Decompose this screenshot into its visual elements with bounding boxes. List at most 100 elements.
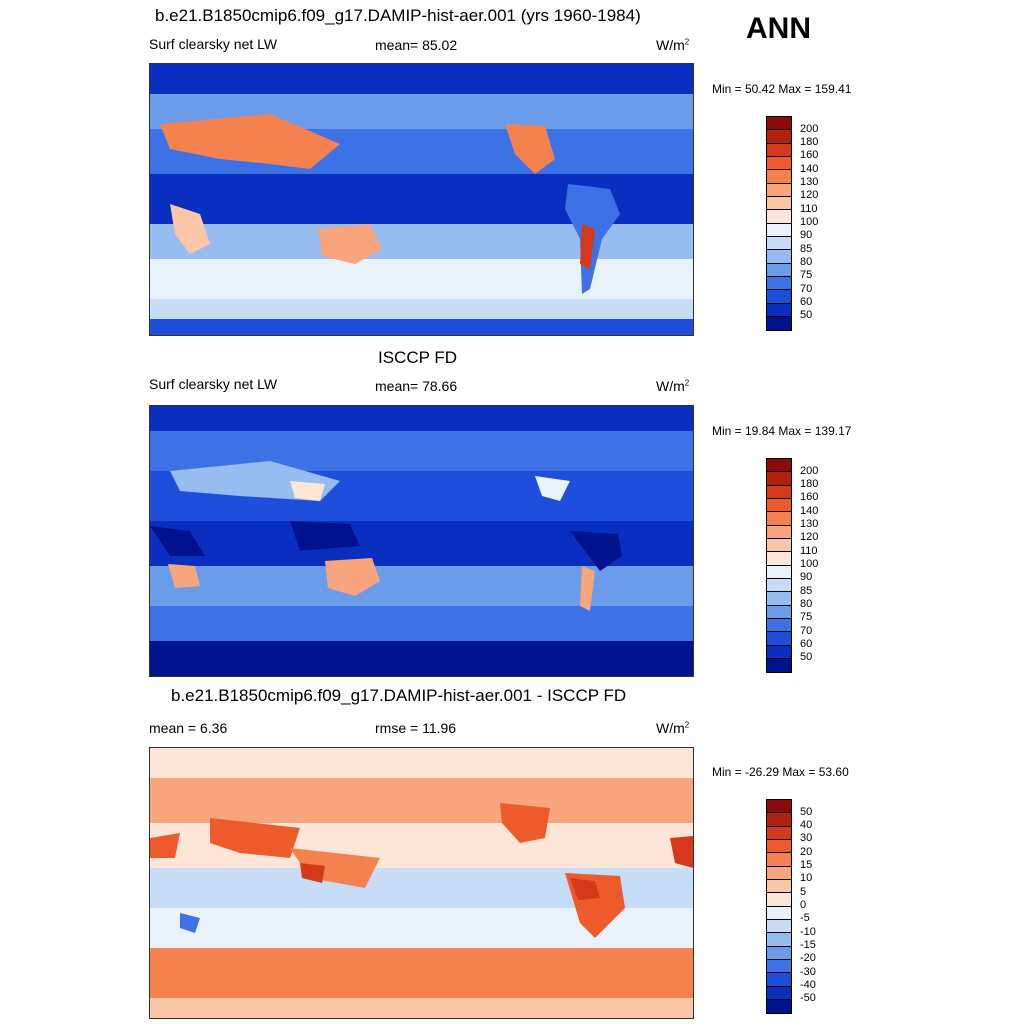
colorbar-tick-label: -20 (800, 952, 816, 965)
colorbar-swatch (767, 565, 791, 579)
colorbar-tick-label: 120 (800, 189, 819, 202)
colorbar-tick-label: 200 (800, 464, 819, 477)
colorbar-swatch (767, 196, 791, 211)
colorbar-tick-label: 130 (800, 518, 819, 531)
colorbar-swatch (767, 156, 791, 171)
colorbar-swatch (767, 512, 791, 526)
colorbar-swatch (767, 263, 791, 277)
colorbar-swatch (767, 250, 791, 264)
colorbar-swatch (767, 919, 791, 934)
panel-1-left-label: Surf clearsky net LW (149, 36, 278, 52)
colorbar-swatch (767, 618, 791, 633)
panel-1-map (149, 63, 694, 336)
colorbar-tick-label: 20 (800, 845, 813, 858)
colorbar-tick-label: 140 (800, 504, 819, 517)
colorbar-tick-label: 75 (800, 611, 813, 624)
colorbar-tick-label: 110 (800, 544, 818, 557)
colorbar-tick-label: 10 (800, 872, 813, 885)
colorbar-swatch (767, 986, 791, 1000)
colorbar-swatch (767, 973, 791, 987)
colorbar-swatch (767, 130, 791, 144)
colorbar-tick-label: 130 (800, 176, 819, 189)
colorbar-tick-label: 80 (800, 598, 813, 611)
colorbar-tick-label: 40 (800, 819, 813, 832)
panel-2-left-label: Surf clearsky net LW (149, 376, 278, 392)
colorbar-swatch (767, 183, 791, 197)
colorbar-swatch (767, 645, 791, 659)
colorbar-swatch (767, 498, 791, 513)
colorbar-swatch (767, 813, 791, 827)
colorbar-tick-label: 110 (800, 202, 818, 215)
colorbar-tick-label: 60 (800, 296, 813, 309)
colorbar-swatch (767, 485, 791, 499)
colorbar-swatch (767, 210, 791, 224)
colorbar-swatch (767, 933, 791, 947)
panel-1-mean: mean= 85.02 (375, 37, 458, 53)
colorbar-tick-label: 50 (800, 805, 813, 818)
colorbar-tick-label: 70 (800, 282, 813, 295)
colorbar-tick-label: 90 (800, 229, 813, 242)
panel-2-map (149, 405, 694, 677)
panel-3-map (149, 747, 694, 1019)
panel-2-colorbar (766, 458, 792, 674)
colorbar-tick-label: 100 (800, 558, 819, 571)
colorbar-tick-label: 85 (800, 242, 813, 255)
colorbar-swatch (767, 316, 791, 331)
colorbar-tick-label: 15 (800, 859, 813, 872)
panel-2-mean: mean= 78.66 (375, 378, 458, 394)
colorbar-swatch (767, 578, 791, 593)
colorbar-tick-label: 90 (800, 571, 813, 584)
panel-3-rmse: rmse = 11.96 (375, 720, 457, 736)
colorbar-tick-label: -30 (800, 965, 816, 978)
panel-3-minmax: Min = -26.29 Max = 53.60 (712, 765, 849, 779)
panel-3-colorbar (766, 799, 792, 1015)
colorbar-tick-label: 75 (800, 269, 813, 282)
colorbar-tick-label: -10 (800, 925, 816, 938)
panel-3-units: W/m2 (656, 720, 690, 736)
panel-1-minmax: Min = 50.42 Max = 159.41 (712, 82, 852, 96)
colorbar-swatch (767, 658, 791, 673)
colorbar-tick-label: 70 (800, 624, 813, 637)
panel-1-title: b.e21.B1850cmip6.f09_g17.DAMIP-hist-aer.… (155, 6, 641, 25)
colorbar-swatch (767, 236, 791, 251)
panel-3-title: b.e21.B1850cmip6.f09_g17.DAMIP-hist-aer.… (171, 686, 627, 705)
colorbar-swatch (767, 472, 791, 486)
colorbar-swatch (767, 552, 791, 566)
colorbar-tick-label: 60 (800, 638, 813, 651)
colorbar-swatch (767, 459, 791, 473)
colorbar-swatch (767, 276, 791, 291)
panel-1-units: W/m2 (656, 37, 690, 53)
panel-2-title: ISCCP FD (378, 348, 458, 367)
colorbar-tick-label: -50 (800, 992, 816, 1005)
colorbar-tick-label: 50 (800, 309, 813, 322)
colorbar-tick-label: -5 (800, 912, 810, 925)
colorbar-swatch (767, 866, 791, 880)
colorbar-tick-label: 85 (800, 584, 813, 597)
colorbar-swatch (767, 223, 791, 237)
colorbar-tick-label: 140 (800, 162, 819, 175)
panel-2-minmax: Min = 19.84 Max = 139.17 (712, 424, 852, 438)
colorbar-swatch (767, 290, 791, 304)
season-label: ANN (746, 12, 811, 45)
colorbar-swatch (767, 538, 791, 553)
colorbar-tick-label: 180 (800, 136, 819, 149)
colorbar-swatch (767, 826, 791, 840)
colorbar-swatch (767, 605, 791, 619)
panel-2-units: W/m2 (656, 378, 690, 394)
colorbar-tick-label: 160 (800, 491, 819, 504)
panel-3-mean: mean = 6.36 (149, 720, 228, 736)
colorbar-tick-label: 160 (800, 149, 819, 162)
colorbar-swatch (767, 170, 791, 184)
colorbar-tick-label: 30 (800, 832, 813, 845)
colorbar-tick-label: 180 (800, 478, 819, 491)
colorbar-tick-label: 100 (800, 216, 819, 229)
colorbar-tick-label: -40 (800, 979, 816, 992)
colorbar-swatch (767, 893, 791, 907)
colorbar-tick-label: 80 (800, 256, 813, 269)
colorbar-swatch (767, 143, 791, 157)
colorbar-swatch (767, 592, 791, 606)
colorbar-swatch (767, 117, 791, 131)
colorbar-swatch (767, 906, 791, 920)
colorbar-tick-label: -15 (800, 939, 816, 952)
colorbar-tick-label: 0 (800, 899, 807, 912)
